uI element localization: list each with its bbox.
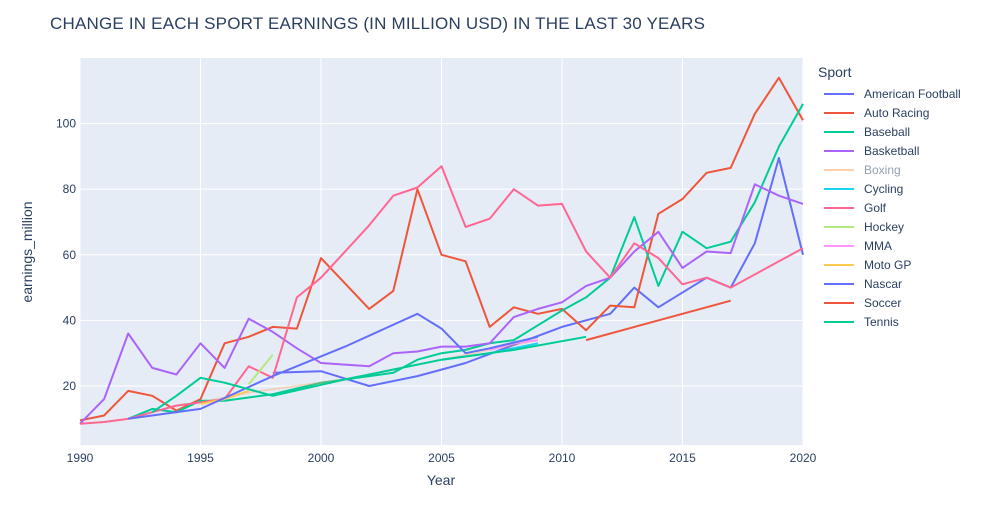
- series-line-baseball: [127, 103, 804, 420]
- x-tick-label: 2020: [790, 451, 817, 465]
- x-axis-ticks: 1990 1995 2000 2005 2010 2015 2020: [67, 451, 817, 465]
- x-tick-label: 2000: [308, 451, 335, 465]
- legend-item-tennis[interactable]: Tennis: [818, 312, 978, 331]
- legend-label: Nascar: [864, 276, 903, 291]
- legend-item-moto-gp[interactable]: Moto GP: [818, 255, 978, 274]
- legend-swatch: [824, 320, 854, 323]
- series-line-moto-gp: [200, 389, 250, 405]
- legend-label: Boxing: [864, 162, 901, 177]
- legend-label: Soccer: [864, 295, 902, 310]
- legend-label: Golf: [864, 200, 887, 215]
- legend: Sport American Football Auto Racing Baseba…: [818, 64, 978, 331]
- x-tick-label: 2005: [428, 451, 455, 465]
- legend-label: MMA: [864, 238, 892, 253]
- y-tick-label: 40: [63, 313, 77, 327]
- legend-item-basketball[interactable]: Basketball: [818, 141, 978, 160]
- legend-item-boxing[interactable]: Boxing: [818, 160, 978, 179]
- legend-label: Baseball: [864, 124, 911, 139]
- legend-swatch: [824, 263, 854, 266]
- legend-item-nascar[interactable]: Nascar: [818, 274, 978, 293]
- legend-swatch: [824, 92, 854, 95]
- series-line-nascar: [128, 312, 539, 420]
- series-layer: [79, 76, 804, 425]
- series-line-soccer: [585, 299, 731, 342]
- legend-item-golf[interactable]: Golf: [818, 198, 978, 217]
- y-tick-label: 20: [63, 379, 77, 393]
- chart-title: CHANGE IN EACH SPORT EARNINGS (IN MILLIO…: [50, 14, 706, 33]
- legend-label: Auto Racing: [864, 105, 930, 120]
- y-tick-label: 100: [56, 117, 76, 131]
- x-tick-label: 2015: [669, 451, 696, 465]
- x-tick-label: 1990: [67, 451, 94, 465]
- legend-item-soccer[interactable]: Soccer: [818, 293, 978, 312]
- legend-items: American Football Auto Racing Baseball Bask…: [818, 84, 978, 331]
- legend-swatch: [824, 111, 854, 114]
- legend-swatch: [824, 282, 854, 285]
- legend-label: American Football: [864, 86, 961, 101]
- legend-item-mma[interactable]: MMA: [818, 236, 978, 255]
- legend-label: Hockey: [864, 219, 905, 234]
- legend-swatch: [824, 149, 854, 152]
- legend-swatch: [824, 206, 854, 209]
- legend-item-hockey[interactable]: Hockey: [818, 217, 978, 236]
- legend-swatch: [824, 244, 854, 247]
- legend-swatch: [824, 130, 854, 133]
- y-axis-ticks: 20 40 60 80 100: [56, 117, 76, 393]
- legend-label: Cycling: [864, 181, 904, 196]
- series-line-golf: [79, 165, 804, 425]
- y-tick-label: 60: [63, 248, 77, 262]
- legend-swatch: [824, 187, 854, 190]
- x-tick-label: 1995: [187, 451, 214, 465]
- series-line-auto-racing: [79, 76, 804, 422]
- legend-label: Moto GP: [864, 257, 912, 272]
- series-line-hockey: [247, 354, 274, 385]
- legend-item-baseball[interactable]: Baseball: [818, 122, 978, 141]
- legend-swatch: [824, 168, 854, 171]
- y-tick-label: 80: [63, 182, 77, 196]
- series-line-american-football: [272, 157, 804, 387]
- legend-title: Sport: [818, 64, 852, 80]
- y-axis-title: earnings_million: [19, 201, 35, 302]
- legend-label: Basketball: [864, 143, 920, 158]
- legend-label: Tennis: [864, 314, 899, 329]
- legend-swatch: [824, 301, 854, 304]
- x-axis-title: Year: [427, 472, 456, 488]
- legend-item-auto-racing[interactable]: Auto Racing: [818, 103, 978, 122]
- series-line-basketball: [79, 183, 804, 425]
- legend-swatch: [824, 225, 854, 228]
- series-line-tennis: [151, 335, 587, 414]
- legend-item-american-football[interactable]: American Football: [818, 84, 978, 103]
- legend-item-cycling[interactable]: Cycling: [818, 179, 978, 198]
- x-tick-label: 2010: [549, 451, 576, 465]
